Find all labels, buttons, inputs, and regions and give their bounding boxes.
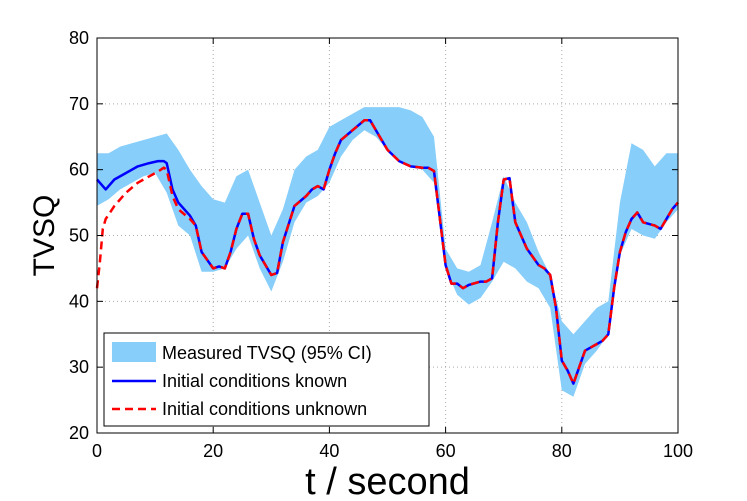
x-axis-title: t / second — [305, 461, 470, 501]
y-tick-label: 60 — [69, 160, 89, 180]
legend-swatch-ci-band — [112, 342, 156, 362]
legend-box — [103, 332, 430, 427]
x-tick-label: 60 — [436, 441, 456, 461]
y-axis-title: TVSQ — [28, 195, 61, 277]
legend-label-ci-band: Measured TVSQ (95% CI) — [162, 343, 372, 363]
ci-band-layer — [97, 107, 678, 397]
x-tick-label: 100 — [663, 441, 693, 461]
x-tick-label: 0 — [92, 441, 102, 461]
y-tick-label: 20 — [69, 423, 89, 443]
y-tick-label: 40 — [69, 291, 89, 311]
y-tick-label: 50 — [69, 226, 89, 246]
series-line-unknown — [95, 119, 679, 385]
y-tick-label: 70 — [69, 94, 89, 114]
x-tick-label: 20 — [203, 441, 223, 461]
y-tick-label: 80 — [69, 28, 89, 48]
legend: Measured TVSQ (95% CI) Initial condition… — [103, 332, 430, 427]
legend-label-known: Initial conditions known — [162, 371, 347, 391]
series-lines — [95, 119, 679, 385]
legend-label-unknown: Initial conditions unknown — [162, 399, 367, 419]
y-tick-label: 30 — [69, 357, 89, 377]
ci-band — [97, 107, 678, 397]
x-tick-label: 80 — [552, 441, 572, 461]
x-tick-label: 40 — [319, 441, 339, 461]
